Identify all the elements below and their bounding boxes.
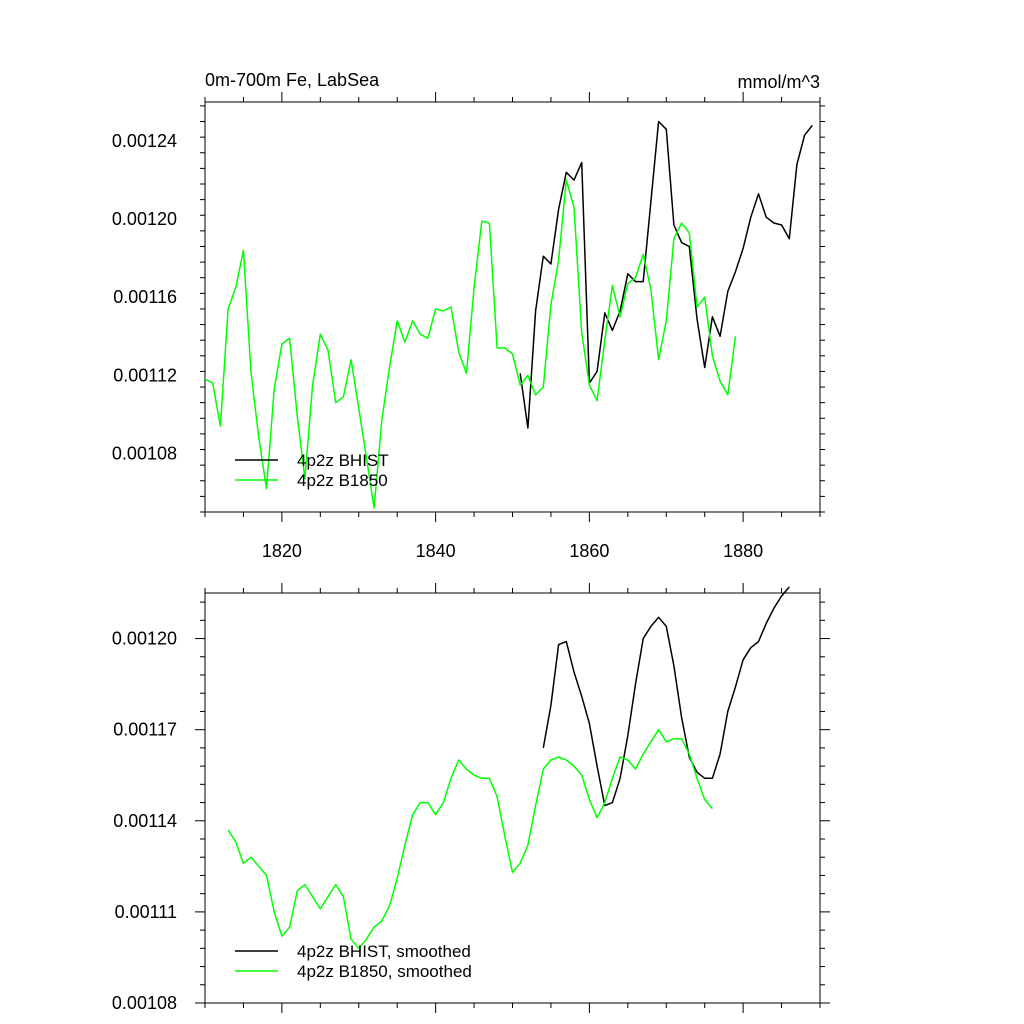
chart-title: 0m-700m Fe, LabSea — [205, 70, 380, 90]
y-tick-label: 0.00111 — [115, 902, 177, 922]
y-tick-label: 0.00112 — [113, 365, 177, 385]
y-tick-label: 0.00108 — [112, 443, 177, 463]
series-line-4p2z-b1850-smoothed — [227, 728, 713, 950]
y-tick-label: 0.00117 — [113, 720, 177, 740]
y-tick-label: 0.00116 — [113, 287, 177, 307]
x-tick-label: 1840 — [416, 541, 456, 561]
panel-2: 0.00108 0.00111 0.00114 0.00117 0.00120 4p2z … — [112, 583, 830, 1013]
panel-1: 0.00108 0.00112 0.00116 0.00120 0.00124 1820 1… — [112, 70, 825, 561]
y-tick-label: 0.00120 — [112, 209, 177, 229]
series-line-4p2z-b1850 — [204, 179, 737, 509]
legend-label: 4p2z B1850 — [297, 471, 388, 490]
legend-label: 4p2z B1850, smoothed — [297, 962, 472, 981]
x-tick-label: 1880 — [723, 541, 763, 561]
x-tick-label: 1860 — [569, 541, 609, 561]
y-tick-label: 0.00124 — [112, 131, 177, 151]
series-line-4p2z-bhist — [519, 120, 813, 429]
legend-label: 4p2z BHIST — [297, 451, 389, 470]
y-tick-label: 0.00114 — [113, 811, 177, 831]
x-tick-label: 1820 — [262, 541, 302, 561]
units-label: mmol/m^3 — [738, 72, 820, 92]
y-tick-label: 0.00120 — [112, 629, 177, 649]
legend-label: 4p2z BHIST, smoothed — [297, 942, 471, 961]
series-line-4p2z-bhist-smoothed — [542, 586, 790, 807]
y-tick-label: 0.00108 — [112, 993, 177, 1013]
